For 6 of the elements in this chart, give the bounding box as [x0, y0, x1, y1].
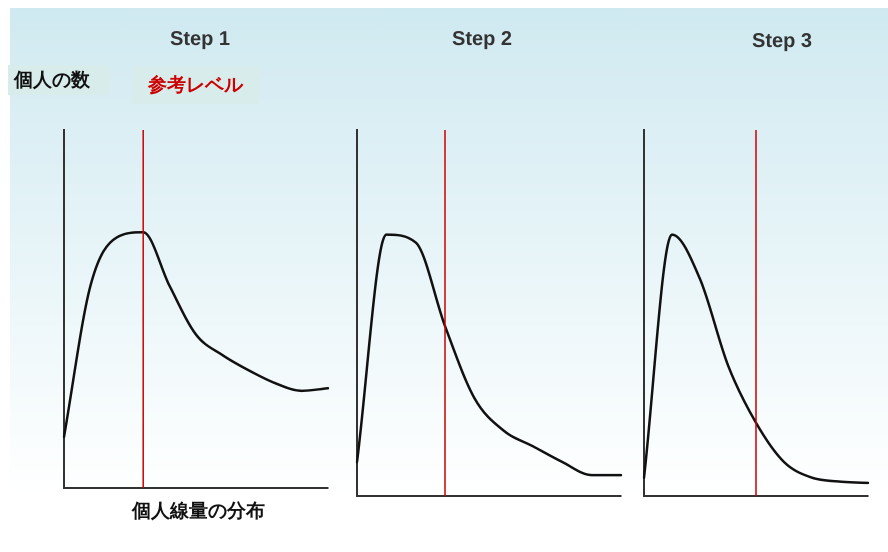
- chart-title: Step 2: [452, 28, 512, 51]
- text: 参考レベル: [132, 66, 259, 104]
- chart-title: Step 1: [170, 28, 230, 51]
- y-axis-title: 個人の数: [8, 65, 110, 95]
- chart-title: Step 3: [752, 30, 812, 53]
- x-axis-title: 個人線量の分布: [132, 499, 266, 524]
